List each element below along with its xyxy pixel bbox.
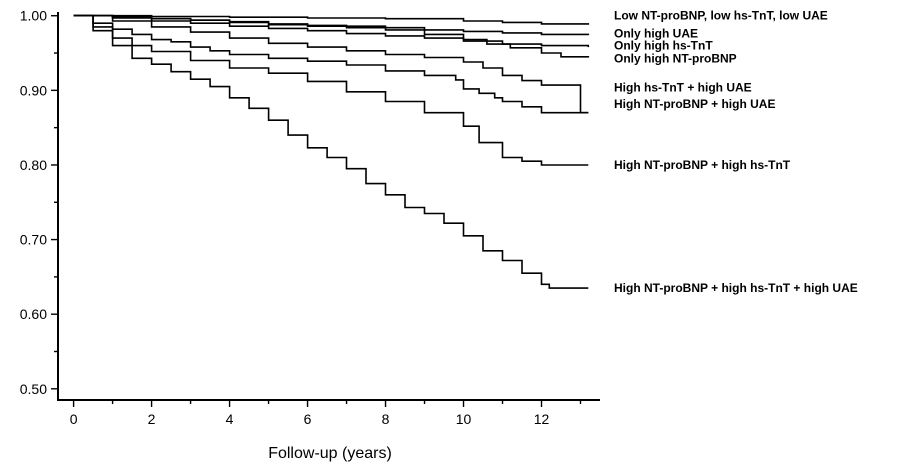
series-label-3: Only high hs-TnT (614, 39, 713, 53)
x-tick-label: 2 (148, 411, 156, 427)
series-curve-8 (73, 14, 589, 289)
series-label-6: High NT-proBNP + high UAE (614, 97, 775, 111)
series-labels: Low NT-proBNP, low hs-TnT, low UAE Only h… (614, 9, 858, 295)
series-label-4: Only high NT-proBNP (614, 51, 737, 65)
series-curve-5 (73, 14, 589, 114)
axes: 0.50 0.60 0.70 0.80 0.90 1.00 0 2 4 6 8 10 12 (20, 8, 600, 427)
y-tick-label: 1.00 (20, 8, 47, 24)
y-tick-label: 0.70 (20, 232, 47, 248)
series-curve-7 (73, 14, 589, 166)
series-label-2: Only high UAE (614, 27, 698, 41)
survival-curves (73, 14, 590, 289)
y-tick-label: 0.60 (20, 306, 47, 322)
series-curve-6 (73, 14, 589, 114)
series-label-1: Low NT-proBNP, low hs-TnT, low UAE (614, 9, 828, 23)
series-curve-4 (73, 14, 590, 58)
y-tick-label: 0.90 (20, 82, 47, 98)
y-tick-label: 0.50 (20, 381, 47, 397)
y-tick-label: 0.80 (20, 157, 47, 173)
x-axis-title: Follow-up (years) (268, 445, 392, 462)
x-tick-label: 12 (534, 411, 550, 427)
x-tick-label: 4 (226, 411, 234, 427)
series-label-7: High NT-proBNP + high hs-TnT (614, 158, 791, 172)
x-tick-label: 6 (304, 411, 312, 427)
x-tick-label: 0 (70, 411, 78, 427)
x-tick-label: 10 (456, 411, 472, 427)
series-label-5: High hs-TnT + high UAE (614, 80, 752, 94)
series-label-8: High NT-proBNP + high hs-TnT + high UAE (614, 281, 858, 295)
series-curve-1 (73, 14, 590, 25)
x-tick-label: 8 (382, 411, 390, 427)
series-curve-3 (73, 14, 590, 48)
